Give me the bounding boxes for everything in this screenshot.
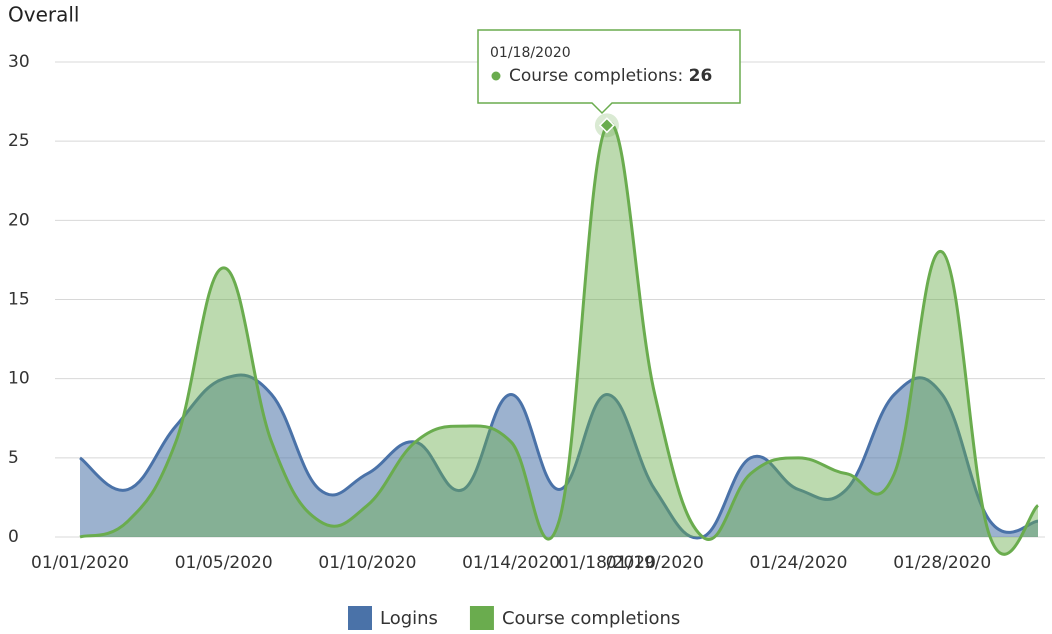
tooltip-box bbox=[477, 29, 741, 115]
tooltip-date: 01/18/2020 bbox=[490, 45, 571, 61]
x-tick-label: 01/01/2020 bbox=[31, 553, 129, 573]
tooltip-text: Course completions: 26 bbox=[509, 66, 712, 86]
line bbox=[79, 121, 1040, 556]
area bbox=[80, 123, 1038, 555]
y-tick-label: 25 bbox=[8, 131, 30, 151]
x-tick-label: 01/14/2020 bbox=[462, 553, 560, 573]
tooltip-value: 26 bbox=[689, 66, 713, 86]
y-tick-label: 5 bbox=[8, 448, 19, 468]
x-tick-label: 01/28/2020 bbox=[893, 553, 991, 573]
tooltip-sep: : bbox=[677, 66, 688, 86]
y-tick-label: 30 bbox=[8, 52, 30, 72]
x-tick-label: 01/05/2020 bbox=[175, 553, 273, 573]
hover-marker bbox=[598, 117, 615, 134]
tooltip: 01/18/2020 Course completions: 26 bbox=[477, 29, 741, 115]
x-tick-label: 01/24/2020 bbox=[750, 553, 848, 573]
legend-label: Course completions bbox=[502, 608, 680, 629]
y-tick-label: 15 bbox=[8, 290, 30, 310]
tooltip-series: Course completions bbox=[509, 66, 678, 86]
tooltip-dot bbox=[491, 71, 501, 81]
y-tick-label: 10 bbox=[8, 369, 30, 389]
x-tick-label: 01/18/2020 bbox=[558, 553, 656, 573]
x-tick-label: 01/19/2020 bbox=[606, 553, 704, 573]
legend-swatch bbox=[469, 606, 494, 630]
y-tick-label: 0 bbox=[8, 527, 19, 547]
x-tick-label: 01/10/2020 bbox=[318, 553, 416, 573]
legend-swatch bbox=[348, 606, 372, 630]
legend-label: Logins bbox=[380, 608, 438, 629]
chart-title: Overall bbox=[8, 3, 79, 27]
y-tick-label: 20 bbox=[8, 210, 30, 230]
area bbox=[80, 375, 1038, 538]
line bbox=[79, 373, 1039, 540]
